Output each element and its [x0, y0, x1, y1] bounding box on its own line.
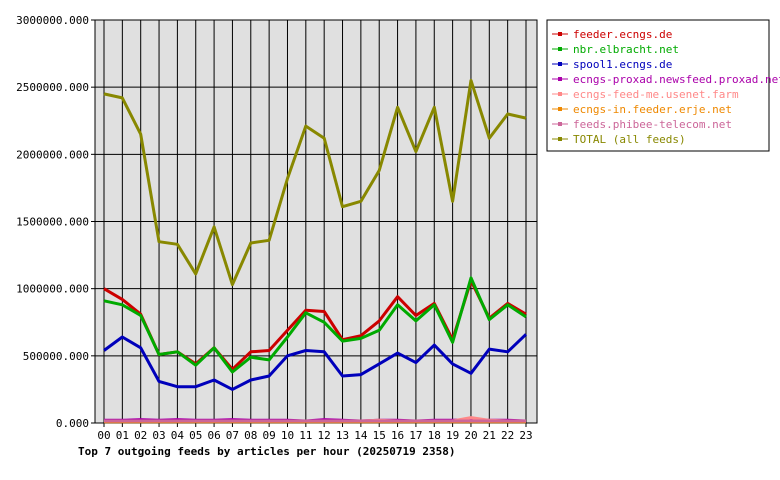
- legend-marker: [558, 122, 562, 126]
- legend-marker: [558, 32, 562, 36]
- legend-box: [546, 19, 770, 152]
- x-tick-label: 00: [97, 429, 110, 442]
- x-tick-label: 13: [336, 429, 349, 442]
- legend-label: feeder.ecngs.de: [573, 28, 672, 41]
- x-tick-label: 23: [519, 429, 532, 442]
- series-line-1: [103, 276, 527, 374]
- x-tick-label: 16: [391, 429, 404, 442]
- x-tick-label: 22: [501, 429, 514, 442]
- legend-label: ecngs-proxad.newsfeed.proxad.net: [573, 73, 780, 86]
- x-tick-label: 12: [318, 429, 331, 442]
- y-tick-label: 500000.000: [23, 350, 89, 363]
- x-axis: 00 01 02 03 04 05 06 07 08 09 10 11 12 13 14 15 16 17 18 19…: [97, 423, 533, 442]
- x-tick-label: 10: [281, 429, 294, 442]
- x-tick-label: 19: [446, 429, 459, 442]
- y-tick-label: 1500000.000: [16, 216, 89, 229]
- y-tick-label: 0.000: [56, 417, 89, 430]
- x-tick-label: 01: [116, 429, 129, 442]
- chart-title: Top 7 outgoing feeds by articles per hou…: [78, 445, 456, 458]
- x-tick-label: 08: [244, 429, 257, 442]
- x-tick-label: 17: [409, 429, 422, 442]
- x-tick-label: 05: [189, 429, 202, 442]
- x-tick-label: 11: [299, 429, 312, 442]
- legend-label: ecngs-feed-me.usenet.farm: [573, 88, 739, 101]
- x-tick-label: 02: [134, 429, 147, 442]
- x-tick-label: 21: [483, 429, 496, 442]
- legend-marker: [558, 107, 562, 111]
- x-tick-label: 07: [226, 429, 239, 442]
- x-tick-label: 03: [152, 429, 165, 442]
- legend-label: feeds.phibee-telecom.net: [573, 118, 732, 131]
- legend-marker: [558, 92, 562, 96]
- x-tick-label: 20: [464, 429, 477, 442]
- x-tick-label: 15: [373, 429, 386, 442]
- legend-label: spool1.ecngs.de: [573, 58, 672, 71]
- y-tick-label: 2000000.000: [16, 148, 89, 161]
- y-tick-label: 1000000.000: [16, 283, 89, 296]
- legend-marker: [558, 62, 562, 66]
- x-tick-label: 04: [171, 429, 185, 442]
- series-line-2: [103, 333, 528, 391]
- legend-marker: [558, 137, 562, 141]
- legend: feeder.ecngs.de nbr.elbracht.net spool1.ec…: [546, 19, 780, 152]
- x-tick-label: 09: [263, 429, 276, 442]
- legend-label: nbr.elbracht.net: [573, 43, 679, 56]
- series-lines: [103, 78, 528, 424]
- x-tick-label: 14: [354, 429, 368, 442]
- legend-marker: [558, 47, 562, 51]
- legend-label: ecngs-in.feeder.erje.net: [573, 103, 732, 116]
- legend-label: TOTAL (all feeds): [573, 133, 686, 146]
- x-tick-label: 06: [207, 429, 220, 442]
- series-line-7: [103, 78, 527, 287]
- y-tick-label: 3000000.000: [16, 14, 89, 27]
- y-axis: 0.000 500000.000 1000000.000 1500000.000 200…: [16, 14, 95, 430]
- y-tick-label: 2500000.000: [16, 81, 89, 94]
- legend-marker: [558, 77, 562, 81]
- x-tick-label: 18: [428, 429, 441, 442]
